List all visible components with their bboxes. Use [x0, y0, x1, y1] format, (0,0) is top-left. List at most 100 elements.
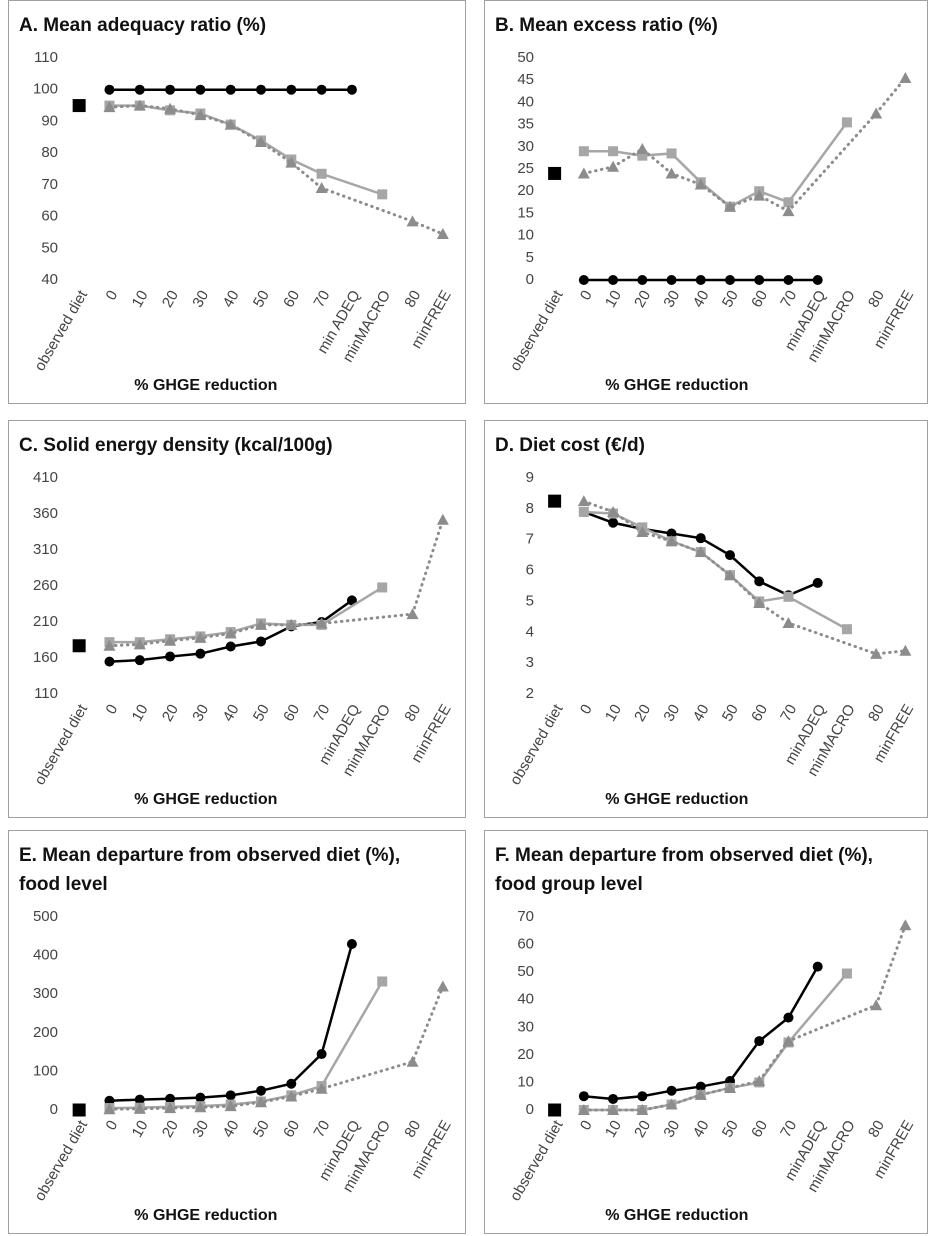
- y-tick-label: 0: [526, 1101, 534, 1118]
- x-tick-label: 60: [748, 1117, 771, 1140]
- y-tick-label: 45: [517, 71, 534, 88]
- x-tick-label: 30: [660, 1117, 683, 1140]
- y-tick-label: 7: [526, 531, 534, 548]
- chart-panel: 110 160 210 260 310 360 410 observed diet 0 10 20 3…: [8, 420, 466, 818]
- x-axis-label: % GHGE reduction: [605, 791, 748, 808]
- series-line: [582, 965, 819, 1101]
- point: [607, 1104, 620, 1115]
- point: [724, 569, 736, 581]
- x-tick-label: 40: [690, 1117, 713, 1140]
- y-tick-label: 10: [517, 227, 534, 244]
- point: [725, 550, 735, 561]
- x-tick-label: 20: [159, 701, 182, 724]
- point: [255, 136, 267, 148]
- y-tick-label: 9: [526, 469, 534, 486]
- x-tick-label: 30: [189, 1117, 212, 1140]
- chart-title: C. Solid energy density (kcal/100g): [19, 435, 333, 456]
- point: [436, 228, 449, 240]
- point: [637, 1091, 648, 1102]
- x-tick-label: 20: [159, 1117, 182, 1140]
- point: [608, 275, 619, 285]
- x-tick-label: 30: [660, 287, 683, 310]
- y-tick-label: 50: [41, 239, 58, 256]
- x-tick-label: 50: [719, 287, 742, 310]
- y-tick-label: 50: [517, 49, 534, 66]
- point: [578, 506, 589, 517]
- series-line: [108, 942, 354, 1102]
- point: [104, 84, 115, 95]
- x-tick-label: 40: [220, 701, 243, 724]
- point: [608, 146, 619, 157]
- y-tick-label: 210: [33, 613, 58, 630]
- point: [436, 513, 449, 525]
- y-tick-label: 260: [33, 577, 58, 594]
- x-tick-label: observed diet: [507, 287, 567, 374]
- series-line: [107, 104, 445, 236]
- y-tick-label: 40: [41, 271, 58, 288]
- point: [608, 517, 619, 528]
- y-tick-label: 10: [517, 1073, 534, 1090]
- y-tick-label: 80: [41, 144, 58, 161]
- chart-title: D. Diet cost (€/d): [495, 435, 645, 456]
- x-tick-label: 10: [602, 701, 625, 724]
- x-tick-label: 80: [401, 287, 424, 310]
- point: [164, 634, 177, 646]
- x-tick-label: 50: [250, 1117, 273, 1140]
- x-tick-label: 10: [602, 1117, 625, 1140]
- point: [783, 197, 794, 208]
- point: [194, 1101, 207, 1113]
- y-tick-label: 110: [34, 49, 58, 66]
- point: [577, 1104, 590, 1115]
- x-tick-label: 70: [777, 1117, 800, 1140]
- y-tick-label: 300: [33, 985, 58, 1002]
- x-tick-label: 50: [250, 287, 273, 310]
- y-tick-label: 40: [517, 93, 534, 110]
- series-line: [582, 76, 907, 214]
- x-tick-label: 70: [310, 701, 333, 724]
- point: [225, 1090, 236, 1101]
- point: [134, 1094, 145, 1105]
- point: [164, 1102, 177, 1114]
- point: [637, 275, 648, 285]
- chart-title: B. Mean excess ratio (%): [495, 15, 718, 36]
- series-line: [582, 510, 849, 631]
- x-tick-label: observed diet: [507, 1117, 567, 1204]
- point: [578, 1091, 589, 1102]
- point: [754, 576, 765, 587]
- x-tick-label: 0: [102, 1117, 121, 1133]
- x-tick-label: 10: [129, 1117, 152, 1140]
- chart-panel: 2 3 4 5 6 7 8 9 observed diet 0 10 20 30 40 50 60 70 minA…: [484, 420, 928, 818]
- y-tick-label: 25: [517, 160, 534, 177]
- chart: 40 50 60 70 80 90 100 110 observed diet 0 10 20 30 40…: [31, 49, 454, 394]
- x-tick-label: 50: [250, 701, 273, 724]
- y-tick-label: 60: [517, 936, 534, 953]
- point: [224, 627, 237, 639]
- point: [753, 189, 766, 201]
- x-tick-label: 60: [280, 1117, 303, 1140]
- x-tick-label: observed diet: [31, 287, 91, 374]
- x-tick-label: 60: [280, 287, 303, 310]
- point: [103, 639, 116, 651]
- x-tick-label: 80: [401, 701, 424, 724]
- y-tick-label: 500: [33, 908, 58, 925]
- x-tick-label: 10: [129, 701, 152, 724]
- y-tick-label: 5: [526, 592, 534, 609]
- x-tick-label: 0: [577, 287, 596, 303]
- y-tick-label: 160: [33, 649, 58, 666]
- x-axis-label: % GHGE reduction: [605, 377, 748, 394]
- point: [72, 1103, 86, 1117]
- x-tick-label: observed diet: [31, 1117, 91, 1204]
- point: [286, 84, 297, 95]
- y-tick-label: 8: [526, 500, 534, 517]
- point: [870, 647, 883, 659]
- x-tick-label: 10: [602, 287, 625, 310]
- point: [165, 651, 176, 662]
- series-line: [107, 984, 445, 1111]
- point: [164, 102, 177, 114]
- point: [841, 968, 852, 979]
- x-tick-label: 80: [401, 1117, 424, 1140]
- point: [812, 577, 823, 588]
- x-axis-label: % GHGE reduction: [134, 377, 277, 394]
- point: [666, 275, 677, 285]
- point: [406, 608, 419, 620]
